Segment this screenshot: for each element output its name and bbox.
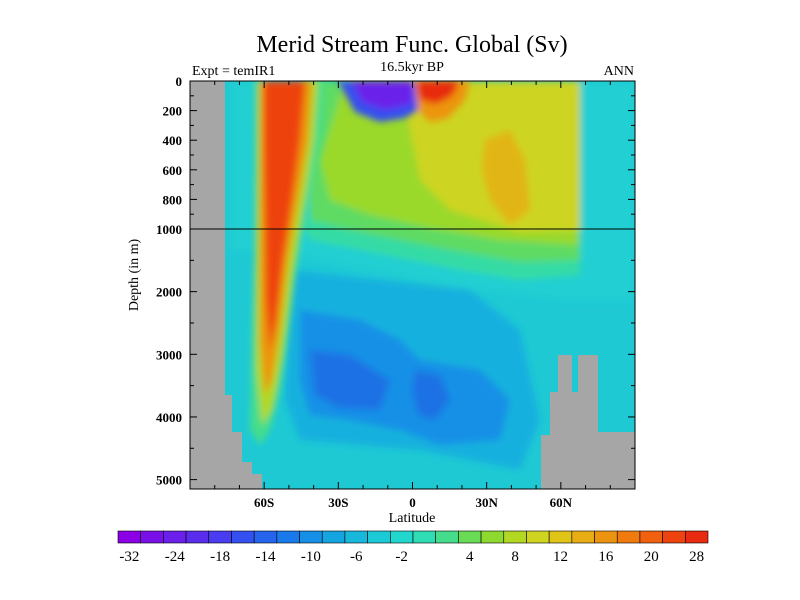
colorbar-swatch	[185, 530, 210, 544]
abyssal-cell-core-north	[412, 370, 450, 420]
contour-field	[190, 81, 635, 489]
colorbar-swatch	[344, 530, 368, 544]
y-tick-label: 1000	[156, 222, 182, 237]
colorbar-swatch	[231, 530, 255, 544]
x-tick-label: 60N	[550, 495, 573, 510]
colorbar-label: -2	[395, 549, 408, 565]
antarctica-land	[190, 81, 262, 489]
y-tick-label: 800	[163, 192, 183, 207]
x-tick-label: 0	[409, 495, 416, 510]
x-axis-label: Latitude	[389, 511, 436, 526]
colorbar-swatch	[685, 530, 709, 544]
season-label: ANN	[604, 64, 634, 79]
y-tick-label: 600	[163, 163, 183, 178]
colorbar-swatch	[480, 530, 505, 544]
colorbar-label: -24	[165, 549, 185, 565]
colorbar-swatch	[390, 530, 414, 544]
colorbar-swatch	[503, 530, 527, 544]
colorbar	[117, 530, 709, 544]
colorbar-label: 12	[553, 549, 568, 565]
tropical-positive-core	[416, 81, 460, 104]
northern-cell-core	[482, 130, 530, 225]
colorbar-swatch	[526, 530, 550, 544]
land-mask	[190, 81, 635, 489]
x-tick-label: 30S	[328, 495, 348, 510]
chart-title: Merid Stream Func. Global (Sv)	[256, 32, 567, 58]
colorbar-swatch	[140, 530, 164, 544]
colorbar-labels: -32 -24 -18 -14 -10 -6 -2 4 8 12 16 20 28	[119, 549, 704, 565]
colorbar-swatch	[412, 530, 436, 544]
colorbar-label: 28	[689, 549, 704, 565]
colorbar-swatch	[571, 530, 595, 544]
tropical-negative-core	[352, 81, 414, 110]
arctic-sill-land	[541, 355, 635, 489]
colorbar-label: -32	[119, 549, 139, 565]
x-tick-label: 60S	[254, 495, 274, 510]
y-tick-label: 4000	[156, 410, 182, 425]
colorbar-swatch	[208, 530, 232, 544]
y-tick-labels: 0 200 400 600 800 1000 2000 3000 4000 5000	[156, 74, 182, 488]
colorbar-swatch	[662, 530, 686, 544]
x-tick-labels: 60S 30S 0 30N 60N	[254, 495, 573, 510]
abyssal-cell-mid	[300, 310, 510, 445]
colorbar-label: -10	[301, 549, 321, 565]
y-tick-label: 2000	[156, 285, 182, 300]
time-label: 16.5kyr BP	[380, 60, 444, 75]
colorbar-label: 20	[644, 549, 659, 565]
colorbar-label: 4	[466, 549, 474, 565]
colorbar-swatch	[367, 530, 391, 544]
y-tick-label: 3000	[156, 347, 182, 362]
colorbar-swatch	[548, 530, 573, 544]
experiment-label: Expt = temIR1	[192, 64, 275, 79]
colorbar-label: -14	[256, 549, 276, 565]
colorbar-label: 16	[598, 549, 614, 565]
x-tick-label: 30N	[475, 495, 498, 510]
y-tick-label: 200	[163, 104, 183, 119]
y-tick-label: 400	[163, 133, 183, 148]
colorbar-label: 8	[511, 549, 519, 565]
colorbar-swatch	[435, 530, 459, 544]
colorbar-swatch	[458, 530, 482, 544]
colorbar-swatch	[321, 530, 346, 544]
colorbar-swatch	[163, 530, 187, 544]
y-axis-label: Depth (in m)	[127, 239, 142, 312]
colorbar-label: -6	[350, 549, 363, 565]
colorbar-swatch	[276, 530, 300, 544]
southern-cell-core	[264, 81, 305, 350]
colorbar-swatch	[299, 530, 323, 544]
colorbar-label: -18	[210, 549, 230, 565]
colorbar-swatch	[253, 530, 278, 544]
colorbar-swatch	[639, 530, 663, 544]
abyssal-cell-core-south	[310, 350, 390, 410]
y-tick-label: 0	[176, 74, 183, 89]
y-tick-label: 5000	[156, 473, 182, 488]
colorbar-swatch	[117, 530, 141, 544]
colorbar-swatch	[594, 530, 618, 544]
axis-ticks	[189, 80, 636, 489]
colorbar-swatch	[616, 530, 641, 544]
